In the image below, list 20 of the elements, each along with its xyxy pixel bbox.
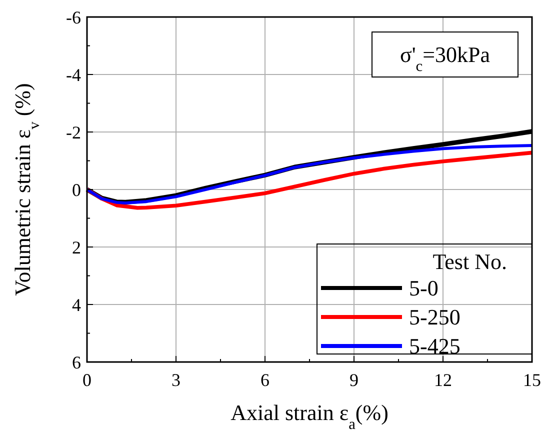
annotation: σ'$_{c}$=30kPa (400, 42, 490, 74)
x-tick-label: 3 (172, 370, 180, 390)
legend-title: Test No. (432, 249, 507, 274)
x-tick-label: 15 (523, 370, 541, 390)
legend-label: 5-0 (409, 276, 438, 301)
x-axis-title: Axial strain ε$_{a}$(%) (230, 400, 388, 432)
y-tick-label: 4 (72, 294, 81, 315)
y-tick-label: 0 (72, 180, 81, 200)
y-tick-label: -2 (66, 122, 81, 142)
x-tick-label: 12 (434, 370, 452, 390)
y-tick-label: -4 (66, 64, 81, 85)
legend-label: 5-425 (409, 334, 460, 359)
x-tick-label: 9 (350, 370, 358, 390)
line-series (86, 144, 534, 205)
y-tick-label: 2 (72, 237, 81, 258)
y-tick-label: 6 (72, 352, 81, 372)
y-tick-label: -6 (66, 7, 81, 28)
x-tick-label: 6 (260, 370, 270, 390)
legend-label: 5-250 (409, 304, 460, 330)
line-series (85, 150, 534, 210)
